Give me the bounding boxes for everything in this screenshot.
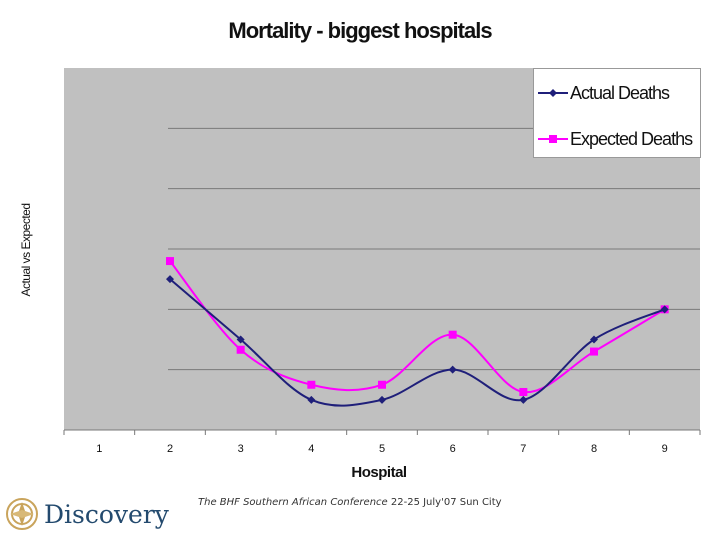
x-tick-label: 2 bbox=[167, 443, 173, 455]
data-point-actual-deaths bbox=[519, 395, 528, 404]
chart-title: Mortality - biggest hospitals bbox=[228, 18, 492, 43]
data-point-expected-deaths bbox=[378, 380, 386, 389]
data-point-actual-deaths bbox=[378, 395, 386, 404]
discovery-logo: Discovery bbox=[6, 498, 169, 530]
logo-brand-name: Discovery bbox=[44, 499, 169, 529]
data-point-actual-deaths bbox=[307, 395, 316, 404]
data-point-expected-deaths bbox=[166, 257, 174, 266]
x-tick-label: 7 bbox=[520, 443, 526, 455]
x-tick-label: 8 bbox=[591, 443, 597, 455]
discovery-emblem-icon bbox=[6, 498, 38, 530]
data-point-expected-deaths bbox=[307, 380, 316, 389]
legend-swatch-actual bbox=[538, 89, 568, 97]
legend-item-expected: Expected Deaths bbox=[534, 127, 693, 151]
x-tick-label: 1 bbox=[96, 443, 102, 455]
data-point-expected-deaths bbox=[519, 387, 528, 396]
data-point-actual-deaths bbox=[448, 365, 457, 374]
data-point-actual-deaths bbox=[660, 305, 669, 314]
footer-conference-name: The BHF Southern African Conference bbox=[198, 497, 388, 508]
data-point-expected-deaths bbox=[236, 345, 245, 354]
footer-conference: The BHF Southern African Conference 22-2… bbox=[198, 497, 502, 508]
data-point-expected-deaths bbox=[590, 347, 598, 356]
legend-item-actual: Actual Deaths bbox=[534, 81, 670, 105]
data-point-actual-deaths bbox=[166, 275, 174, 284]
data-point-actual-deaths bbox=[236, 335, 245, 344]
footer-conference-dates: 22-25 July'07 Sun City bbox=[390, 497, 502, 508]
legend-label-expected: Expected Deaths bbox=[570, 128, 693, 149]
data-point-actual-deaths bbox=[590, 335, 598, 344]
legend: Actual Deaths Expected Deaths bbox=[533, 68, 701, 158]
x-tick-label: 6 bbox=[450, 443, 456, 455]
legend-label-actual: Actual Deaths bbox=[570, 82, 670, 103]
legend-swatch-expected bbox=[538, 135, 568, 143]
x-tick-label: 4 bbox=[308, 443, 314, 455]
x-tick-label: 5 bbox=[379, 443, 385, 455]
x-axis-title: Hospital bbox=[351, 464, 407, 481]
data-point-expected-deaths bbox=[448, 330, 457, 339]
x-tick-label: 3 bbox=[238, 443, 244, 455]
x-tick-label: 9 bbox=[662, 443, 668, 455]
series-line-actual-deaths bbox=[169, 278, 666, 407]
